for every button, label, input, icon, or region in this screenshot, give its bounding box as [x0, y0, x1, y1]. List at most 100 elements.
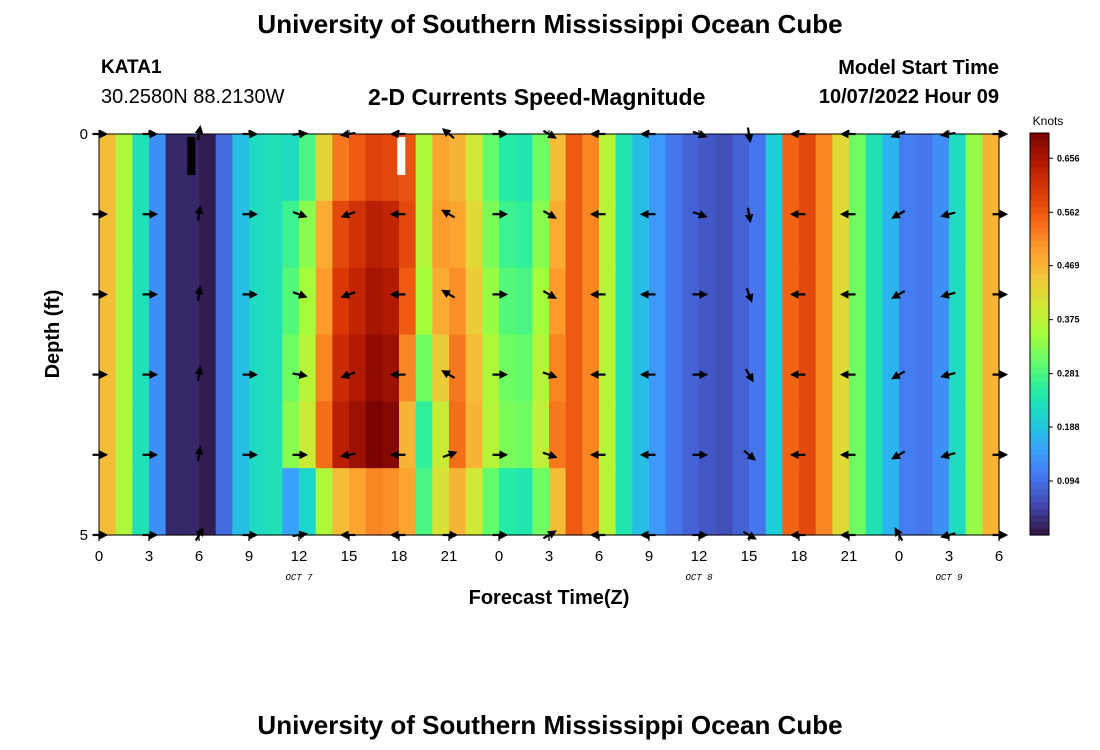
heatmap-cell — [382, 200, 400, 269]
heatmap-cell — [715, 134, 733, 202]
heatmap-cell — [399, 468, 417, 536]
heatmap-cell — [415, 200, 433, 269]
colorbar-segment — [1030, 514, 1049, 523]
heatmap-cell — [399, 334, 417, 402]
heatmap-cell — [649, 200, 667, 269]
heatmap-cell — [965, 134, 983, 202]
heatmap-cell — [299, 134, 317, 202]
heatmap-cell — [715, 468, 733, 536]
heatmap-cell — [665, 267, 683, 336]
heatmap-cell — [649, 468, 667, 536]
x-tick-label: 9 — [645, 548, 653, 565]
colorbar-segment — [1030, 441, 1049, 449]
heatmap-cell — [382, 401, 400, 469]
heatmap-cell — [582, 267, 600, 336]
x-tick-label: 0 — [95, 548, 103, 565]
heatmap-cell — [832, 134, 850, 202]
heatmap-cell — [732, 468, 750, 536]
heatmap-cell — [765, 468, 783, 536]
heatmap-cell — [332, 200, 350, 269]
heatmap-cell — [899, 200, 917, 269]
heatmap-cell — [765, 401, 783, 469]
heatmap-cell — [782, 200, 800, 269]
heatmap-cell — [565, 134, 583, 202]
heatmap-cell — [449, 401, 467, 469]
heatmap-cell — [982, 334, 1000, 402]
heatmap-cell — [165, 334, 183, 402]
heatmap-cell — [515, 468, 533, 536]
heatmap-cell — [132, 267, 150, 336]
x-tick-label: 6 — [195, 548, 203, 565]
heatmap-cell — [532, 200, 550, 269]
heatmap-cell — [715, 334, 733, 402]
heatmap-cell — [515, 267, 533, 336]
heatmap-cell — [865, 200, 883, 269]
heatmap-cell — [499, 134, 517, 202]
heatmap-cell — [215, 134, 233, 202]
heatmap-cell — [749, 134, 767, 202]
heatmap-cell — [682, 334, 700, 402]
colorbar-segment — [1030, 454, 1049, 462]
heatmap-cell — [465, 200, 483, 269]
heatmap-cell — [199, 468, 217, 536]
heatmap-cell — [599, 200, 617, 269]
colorbar-segment — [1030, 481, 1049, 489]
heatmap-cell — [599, 401, 617, 469]
velocity-arrow — [292, 370, 309, 379]
page-title: University of Southern Mississippi Ocean… — [257, 9, 843, 39]
heatmap-cell — [332, 267, 350, 336]
colorbar-tick-label: 0.094 — [1057, 476, 1080, 486]
heatmap-cell — [199, 401, 217, 469]
heatmap-cell — [882, 334, 900, 402]
heatmap-cell — [915, 468, 933, 536]
heatmap-cell — [199, 334, 217, 402]
heatmap-cell — [915, 401, 933, 469]
heatmap-cell — [465, 468, 483, 536]
heatmap-cell — [399, 200, 417, 269]
colorbar-segment — [1030, 468, 1049, 476]
heatmap-cell — [432, 468, 450, 536]
x-tick-label: 0 — [895, 548, 903, 565]
heatmap-cell — [615, 401, 633, 469]
colorbar-segment — [1030, 461, 1049, 469]
heatmap-cell — [482, 267, 500, 336]
heatmap-cell — [732, 401, 750, 469]
heatmap-cell — [699, 267, 717, 336]
heatmap-cell — [865, 334, 883, 402]
heatmap-cell — [732, 267, 750, 336]
heatmap-cell — [332, 468, 350, 536]
x-tick-label: 12 — [291, 548, 308, 565]
heatmap-cell — [832, 267, 850, 336]
heatmap-cell — [799, 468, 817, 536]
heatmap-cell — [632, 200, 650, 269]
heatmap-cell — [232, 401, 250, 469]
velocity-arrow — [542, 450, 558, 460]
heatmap-cell — [565, 468, 583, 536]
colorbar-segment — [1030, 226, 1049, 235]
colorbar-segment — [1030, 146, 1049, 154]
heatmap-cell — [315, 334, 333, 402]
velocity-arrow — [340, 210, 356, 219]
heatmap-cell — [215, 334, 233, 402]
x-tick-label: 21 — [441, 548, 458, 565]
heatmap-cell — [465, 267, 483, 336]
heatmap-cell — [832, 200, 850, 269]
footer-title: University of Southern Mississippi Ocean… — [257, 710, 843, 740]
heatmap-cell — [765, 267, 783, 336]
heatmap-cell — [949, 334, 967, 402]
velocity-arrow — [194, 285, 204, 301]
heatmap-cell — [449, 267, 467, 336]
heatmap-cell — [832, 401, 850, 469]
heatmap-cell — [982, 267, 1000, 336]
heatmap-cell — [382, 134, 400, 202]
heatmap-cell — [782, 334, 800, 402]
heatmap-cell — [215, 200, 233, 269]
heatmap-cell — [682, 401, 700, 469]
colorbar-segment — [1030, 447, 1049, 456]
heatmap-cell — [599, 334, 617, 402]
heatmap-cell — [165, 200, 183, 269]
heatmap-cell — [849, 334, 867, 402]
heatmap-cell — [699, 134, 717, 202]
colorbar-segment — [1030, 133, 1049, 141]
heatmap-cell — [915, 134, 933, 202]
